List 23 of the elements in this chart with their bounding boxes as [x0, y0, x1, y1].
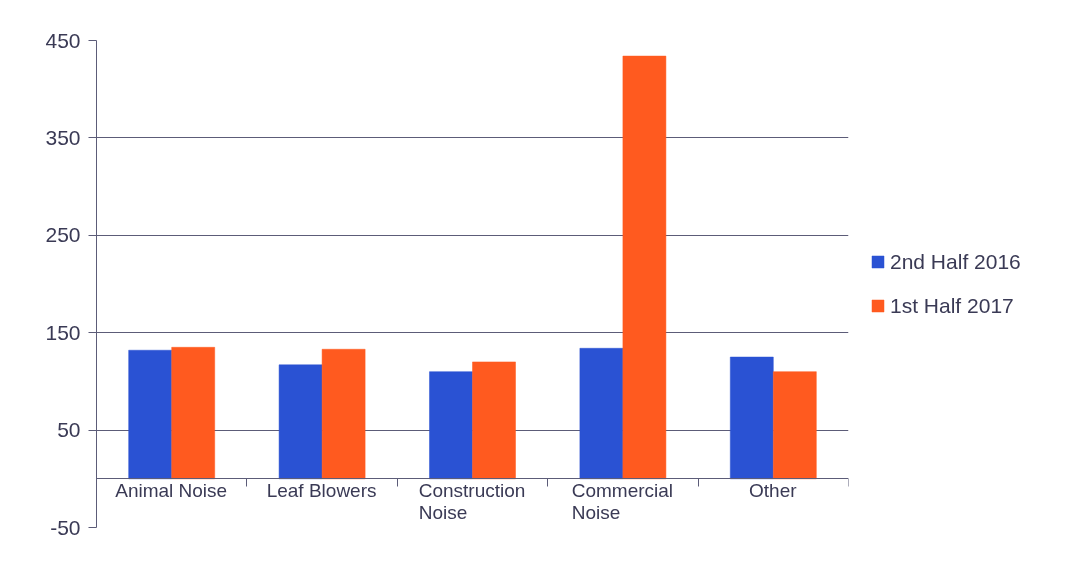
bar: [429, 371, 473, 480]
y-tick-label: 350: [45, 125, 81, 149]
bar: [321, 349, 366, 480]
bar: [730, 356, 774, 480]
y-tick-label: 150: [45, 320, 81, 344]
x-tick-label: Other: [749, 480, 797, 503]
bar: [472, 361, 516, 480]
y-tick-label: 50: [57, 418, 81, 442]
y-tick-label: 450: [45, 28, 81, 52]
bar: [579, 348, 624, 480]
legend-label: 2nd Half 2016: [890, 249, 1021, 274]
bar: [622, 55, 667, 480]
x-tick-label: Construction Noise: [418, 480, 526, 525]
bar: [773, 371, 817, 480]
bar: [171, 347, 215, 480]
x-tick-label: Animal Noise: [115, 480, 228, 503]
legend-label: 1st Half 2017: [890, 293, 1014, 318]
bar: [278, 364, 323, 480]
x-tick-label: Commercial Noise: [571, 480, 674, 525]
y-tick-label: 250: [45, 223, 81, 247]
y-tick-label: -50: [50, 515, 81, 539]
bar: [128, 349, 172, 480]
x-tick-label: Leaf Blowers: [266, 480, 377, 503]
